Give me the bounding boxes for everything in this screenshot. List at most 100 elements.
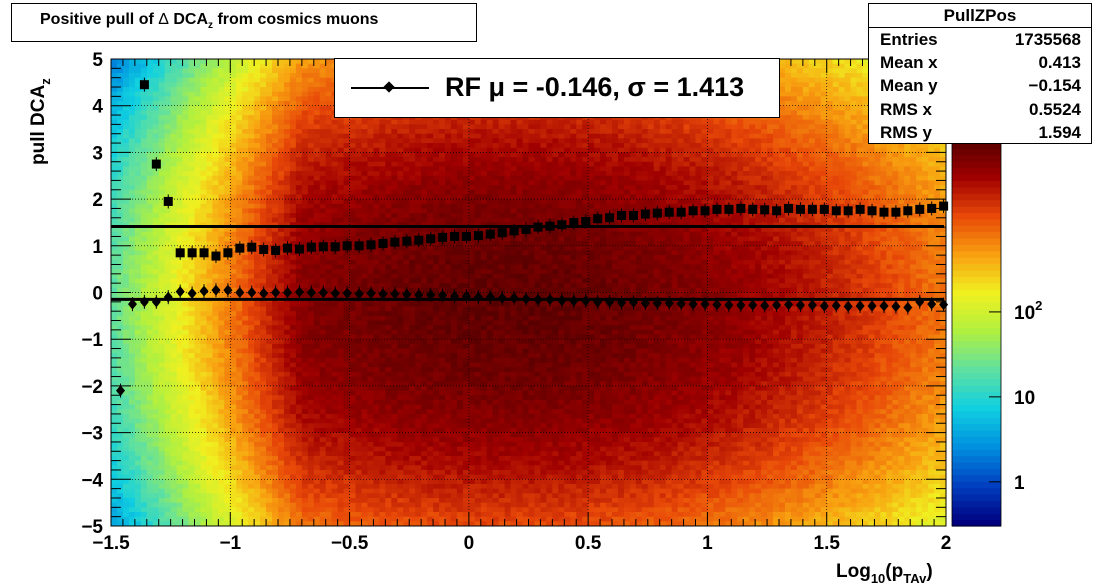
heatmap-cell (349, 175, 357, 182)
heatmap-cell (361, 343, 369, 350)
heatmap-cell (218, 451, 225, 457)
heatmap-cell (289, 96, 297, 102)
heatmap-cell (248, 217, 255, 224)
heatmap-cell (248, 91, 255, 97)
heatmap-cell (295, 395, 303, 401)
heatmap-cell (385, 423, 392, 429)
heatmap-cell (170, 269, 178, 275)
heatmap-cell (176, 115, 184, 121)
heatmap-cell (319, 362, 327, 368)
heatmap-cell (266, 376, 273, 382)
heatmap-cell (397, 152, 404, 158)
heatmap-cell (307, 119, 315, 125)
heatmap-cell (254, 409, 261, 415)
heatmap-cell (248, 381, 255, 387)
heatmap-cell (248, 138, 255, 144)
heatmap-cell (146, 418, 154, 424)
heatmap-cell (176, 409, 184, 415)
heatmap-cell (230, 152, 237, 158)
heatmap-cell (254, 432, 261, 438)
heatmap-cell (301, 423, 309, 429)
heatmap-cell (152, 77, 160, 83)
heatmap-cell (224, 362, 231, 368)
heatmap-cell (116, 138, 124, 144)
heatmap-cell (319, 180, 327, 186)
heatmap-cell (218, 460, 225, 466)
heatmap-cell (355, 315, 363, 322)
heatmap-cell (200, 385, 208, 392)
heatmap-cell (146, 390, 154, 396)
heatmap-cell (230, 357, 237, 364)
heatmap-cell (325, 147, 333, 153)
heatmap-cell (212, 152, 219, 158)
heatmap-cell (331, 236, 339, 242)
heatmap-cell (248, 339, 255, 345)
heatmap-cell (128, 465, 136, 471)
heatmap-cell (248, 441, 255, 448)
heatmap-cell (272, 227, 279, 233)
heatmap-cell (128, 292, 136, 298)
heatmap-cell (116, 63, 124, 69)
heatmap-cell (212, 82, 219, 88)
heatmap-cell (248, 320, 255, 326)
heatmap-cell (391, 264, 398, 270)
heatmap-cell (266, 409, 273, 415)
heatmap-cell (397, 320, 404, 326)
heatmap-cell (331, 502, 339, 508)
heatmap-cell (182, 488, 190, 494)
heatmap-cell (301, 385, 309, 392)
heatmap-cell (128, 138, 136, 144)
heatmap-cell (355, 437, 363, 443)
heatmap-cell (403, 474, 410, 480)
heatmap-cell (319, 138, 327, 144)
heatmap-cell (313, 264, 321, 270)
heatmap-cell (176, 180, 184, 186)
heatmap-cell (116, 152, 124, 158)
heatmap-cell (349, 427, 357, 434)
heatmap-cell (242, 208, 249, 214)
heatmap-cell (242, 115, 249, 121)
heatmap-cell (122, 511, 130, 518)
heatmap-cell (158, 390, 166, 396)
heatmap-cell (283, 217, 291, 224)
heatmap-cell (182, 381, 190, 387)
heatmap-cell (319, 77, 327, 83)
heatmap-cell (266, 77, 273, 83)
heatmap-cell (200, 166, 208, 172)
heatmap-cell (200, 157, 208, 163)
heatmap-cell (349, 441, 357, 448)
heatmap-cell (278, 367, 285, 373)
heatmap-cell (194, 278, 202, 284)
heatmap-cell (116, 194, 124, 200)
heatmap-cell (260, 138, 267, 144)
heatmap-cell (248, 427, 255, 434)
heatmap-cell (337, 157, 345, 163)
heatmap-cell (146, 306, 154, 312)
heatmap-cell (379, 465, 386, 471)
heatmap-cell (224, 208, 231, 214)
heatmap-cell (146, 381, 154, 387)
heatmap-cell (158, 96, 166, 102)
heatmap-cell (266, 399, 273, 406)
heatmap-cell (379, 301, 386, 308)
heatmap-cell (295, 479, 303, 485)
heatmap-cell (385, 343, 392, 350)
heatmap-cell (152, 87, 160, 93)
heatmap-cell (248, 213, 255, 219)
heatmap-cell (361, 516, 369, 522)
heatmap-cell (272, 185, 279, 191)
heatmap-cell (313, 367, 321, 373)
heatmap-cell (397, 511, 404, 518)
heatmap-cell (116, 250, 124, 256)
heatmap-cell (206, 269, 213, 275)
heatmap-cell (111, 483, 118, 490)
heatmap-cell (134, 334, 142, 340)
heatmap-cell (254, 115, 261, 121)
heatmap-cell (319, 437, 327, 443)
heatmap-cell (289, 278, 297, 284)
heatmap-cell (367, 301, 375, 308)
heatmap-cell (111, 353, 118, 359)
heatmap-cell (158, 376, 166, 382)
heatmap-cell (248, 87, 255, 93)
heatmap-cell (242, 171, 249, 177)
